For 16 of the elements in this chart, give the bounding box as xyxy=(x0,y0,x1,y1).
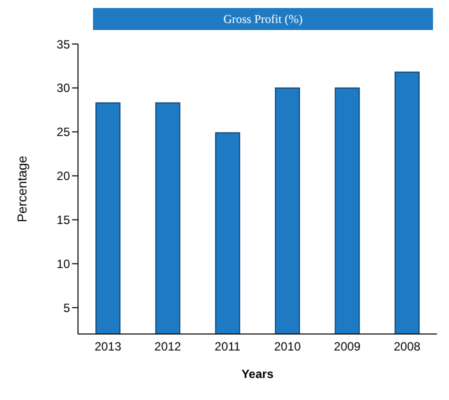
x-tick-label: 2012 xyxy=(154,340,182,354)
y-tick-label: 15 xyxy=(56,213,70,228)
y-tick-label: 20 xyxy=(56,169,70,184)
x-tick-label: 2013 xyxy=(94,340,122,354)
x-tick-label: 2010 xyxy=(274,340,302,354)
y-tick-label: 35 xyxy=(56,37,70,52)
x-tick-label: 2009 xyxy=(334,340,361,354)
x-axis-title: Years xyxy=(241,367,274,381)
y-axis-title: Percentage xyxy=(14,156,30,222)
x-tick-label: 2008 xyxy=(394,340,421,354)
x-tick-label: 2011 xyxy=(214,340,241,354)
y-tick-label: 25 xyxy=(56,125,70,140)
y-tick-label: 5 xyxy=(63,300,70,315)
chart-title: Gross Profit (%) xyxy=(93,8,433,30)
y-tick-label: 30 xyxy=(56,81,70,96)
y-tick-label: 10 xyxy=(56,256,70,271)
